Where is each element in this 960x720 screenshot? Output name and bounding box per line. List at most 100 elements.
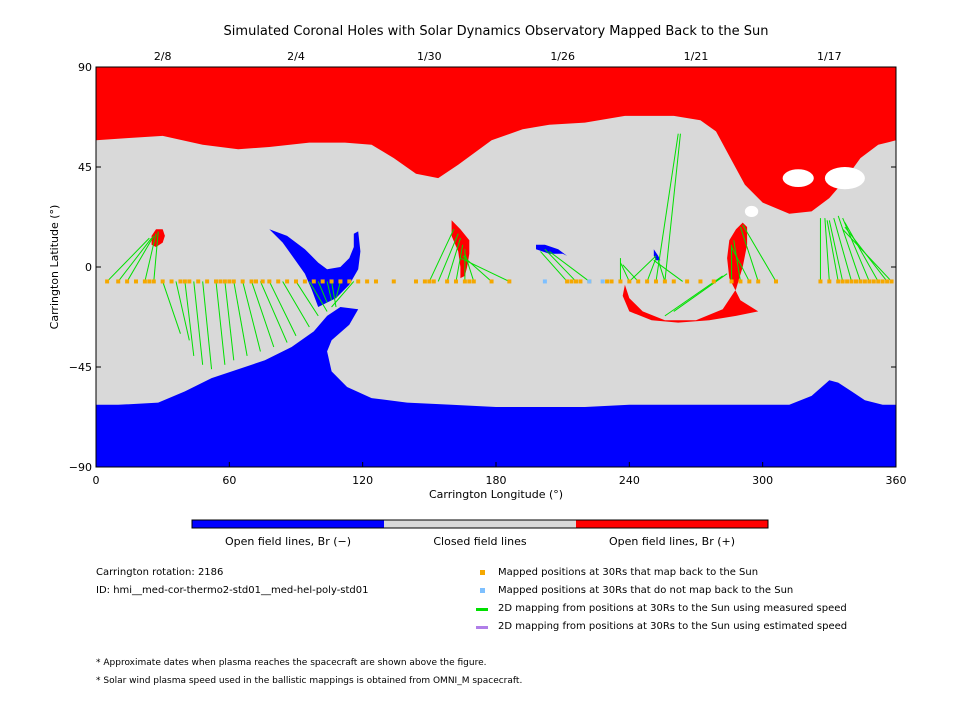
mapping-line — [282, 281, 310, 328]
legend-label: 2D mapping from positions at 30Rs to the… — [498, 621, 848, 632]
mapped-point — [169, 279, 174, 284]
mapped-point — [454, 279, 458, 284]
mapped-point — [347, 279, 352, 284]
mapping-line — [193, 281, 204, 365]
mapping-line — [308, 281, 328, 312]
mapping-line — [731, 246, 750, 282]
mapping-line — [317, 281, 328, 303]
colorbar-label-closed: Closed field lines — [433, 535, 527, 548]
mapping-line — [455, 244, 464, 282]
north-polar-hole — [96, 67, 896, 214]
colorbar-negative — [192, 520, 384, 528]
mapped-point — [747, 279, 752, 284]
mapped-point — [467, 279, 472, 284]
negative-open-regions — [96, 229, 896, 467]
mapped-point — [836, 279, 841, 284]
mapped-point — [105, 279, 110, 284]
mapping-line — [544, 248, 577, 282]
mapping-line — [619, 262, 630, 282]
x-tick-label: 360 — [886, 474, 907, 487]
legend-label: 2D mapping from positions at 30Rs to the… — [498, 603, 847, 614]
mapped-point — [578, 279, 583, 284]
top-date-label: 2/8 — [154, 50, 172, 63]
mapped-point — [142, 279, 147, 284]
mapped-point — [249, 279, 254, 284]
mapped-point — [507, 279, 512, 284]
blue-square-icon — [480, 588, 485, 593]
mapping-line — [828, 220, 844, 282]
mapping-line — [733, 240, 741, 282]
plot-area — [95, 66, 897, 468]
mapped-point — [671, 279, 676, 284]
mapping-line — [242, 281, 261, 352]
mapped-point — [636, 279, 641, 284]
colorbar-frame — [191, 519, 769, 529]
mapped-point — [609, 279, 614, 284]
mapping-line — [233, 281, 248, 356]
x-tick-label: 60 — [222, 474, 236, 487]
mapped-point — [218, 279, 223, 284]
white-dot — [744, 205, 759, 217]
mapping-line — [462, 255, 492, 282]
mapping-line — [464, 253, 475, 282]
mapping-line — [673, 273, 728, 312]
mapped-point — [427, 279, 432, 284]
mapped-point — [178, 279, 183, 284]
green-line-icon — [476, 608, 488, 611]
mapping-line — [326, 281, 333, 301]
mapped-point — [422, 279, 427, 284]
model-id: ID: hmi__med-cor-thermo2-std01__med-hel-… — [96, 585, 369, 596]
mapped-point — [196, 279, 201, 284]
mapped-point — [205, 279, 210, 284]
chart-title: Simulated Coronal Holes with Solar Dynam… — [224, 24, 769, 39]
purple-line-icon — [476, 626, 488, 629]
mapped-point — [187, 279, 192, 284]
y-tick-label: 45 — [78, 161, 92, 174]
mapping-line — [153, 231, 159, 282]
x-tick-label: 300 — [752, 474, 773, 487]
mapping-line — [628, 255, 657, 282]
top-date-label: 1/21 — [684, 50, 709, 63]
white-oval-2 — [824, 167, 865, 190]
mapping-line — [251, 281, 275, 348]
mapped-point — [294, 279, 298, 284]
mapping-line — [826, 220, 839, 282]
v-patch — [269, 229, 361, 307]
mapped-point — [827, 279, 832, 284]
mapped-point — [414, 279, 418, 284]
mapped-point — [854, 279, 858, 284]
x-tick-label: 120 — [352, 474, 373, 487]
mapped-point — [645, 279, 650, 284]
mapped-point — [329, 279, 334, 284]
mapped-point — [574, 279, 578, 284]
mapped-point — [285, 279, 290, 284]
mapping-line — [331, 281, 355, 308]
footnote-dates: * Approximate dates when plasma reaches … — [96, 658, 487, 668]
mapping-line — [739, 226, 759, 282]
mapping-line — [837, 215, 861, 282]
mapping-line — [106, 237, 150, 282]
east-patch — [151, 229, 165, 247]
mapping-line — [117, 237, 152, 282]
mapped-point — [889, 279, 894, 284]
blue-spot — [653, 249, 661, 261]
mapped-point — [214, 279, 218, 284]
carrington-rotation: Carrington rotation: 2186 — [96, 567, 224, 578]
mapped-point — [365, 279, 370, 284]
mapped-point — [845, 279, 850, 284]
mapped-point — [867, 279, 872, 284]
blue-streak — [536, 244, 568, 256]
mapped-positions — [105, 279, 894, 284]
mapped-point — [685, 279, 690, 284]
mapped-point — [729, 279, 734, 284]
x-axis-label: Carrington Longitude (°) — [429, 488, 563, 501]
mapped-point — [231, 279, 236, 284]
y-tick-label: 0 — [85, 261, 92, 274]
mapped-point — [391, 279, 396, 284]
mapped-point — [125, 279, 130, 284]
south-polar-hole — [96, 307, 896, 467]
colorbar-label-negative: Open field lines, Br (−) — [225, 535, 351, 548]
mapped-point — [431, 279, 436, 284]
mapped-point — [618, 279, 623, 284]
mapped-point — [565, 279, 570, 284]
